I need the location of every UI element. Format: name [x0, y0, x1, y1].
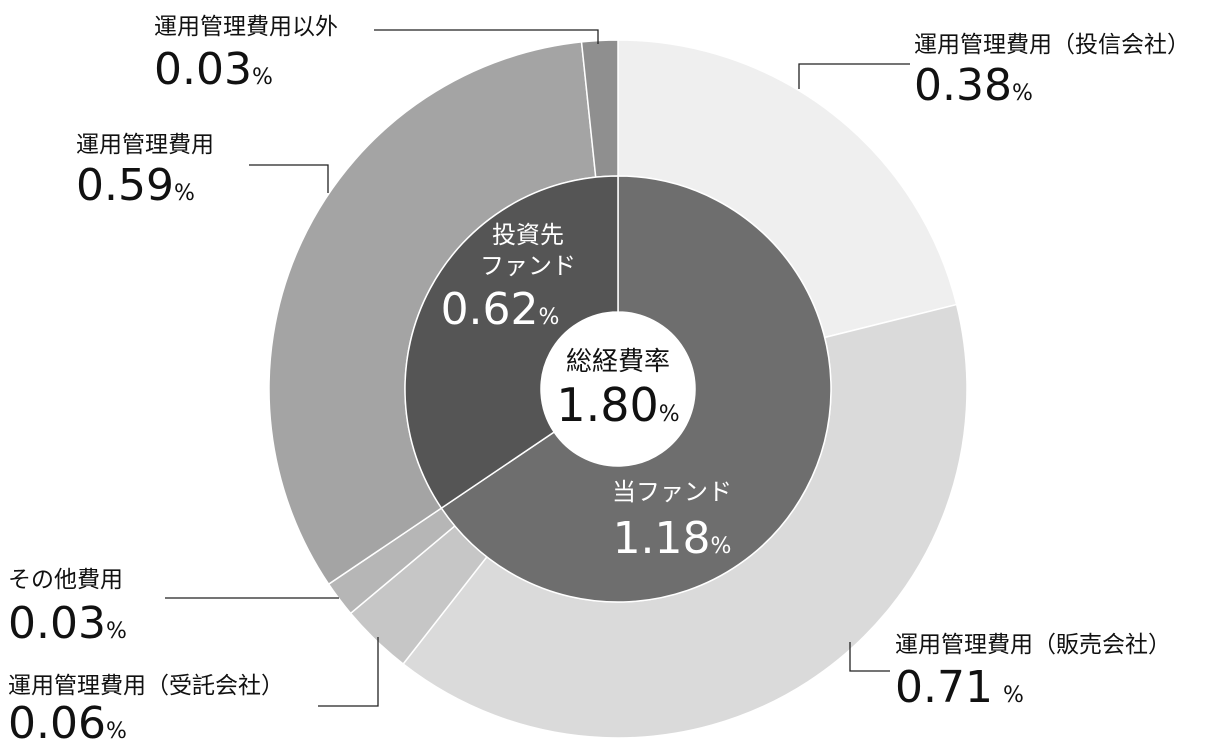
label-toshin: 運用管理費用（投信会社） 0.38%: [914, 32, 1190, 111]
center-value: 1.80%: [556, 378, 679, 432]
inner-value-toshisaki: 0.62%: [441, 284, 560, 335]
outer-ring: [268, 39, 968, 739]
center-hole: [541, 312, 695, 466]
inner-label-line2: ファンド: [480, 252, 576, 280]
label-igai-value: 0.03%: [154, 44, 273, 95]
inner-label-tofund-text: 当ファンド: [612, 478, 732, 506]
label-unyo-text: 運用管理費用: [76, 132, 214, 158]
label-igai-text: 運用管理費用以外: [154, 14, 338, 40]
inner-label-tofund: 当ファンド 1.18%: [612, 478, 732, 564]
leader-igai: [374, 29, 599, 44]
leader-hanbai: [849, 642, 890, 672]
inner-label-line1: 投資先: [492, 221, 564, 249]
label-sonota-value: 0.03%: [8, 598, 127, 649]
label-jutaku: 運用管理費用（受託会社） 0.06%: [8, 673, 284, 741]
leader-jutaku: [318, 637, 379, 707]
leader-lines: [165, 29, 910, 707]
center-title: 総経費率: [566, 347, 670, 377]
label-sonota: その他費用 0.03%: [8, 567, 127, 649]
label-sonota-text: その他費用: [8, 567, 123, 593]
center-label: 総経費率 1.80%: [556, 347, 679, 432]
leader-toshin: [798, 63, 910, 89]
label-jutaku-text: 運用管理費用（受託会社）: [8, 673, 284, 699]
label-igai: 運用管理費用以外 0.03%: [154, 14, 338, 95]
inner-label-toshisaki: 投資先 ファンド 0.62%: [441, 221, 576, 335]
inner-value-tofund: 1.18%: [613, 513, 732, 564]
label-toshin-text: 運用管理費用（投信会社）: [914, 32, 1190, 58]
leader-unyo: [249, 164, 329, 193]
label-hanbai-value: 0.71%: [895, 662, 1024, 713]
label-unyo: 運用管理費用 0.59%: [76, 132, 214, 211]
label-toshin-value: 0.38%: [914, 60, 1033, 111]
label-unyo-value: 0.59%: [76, 160, 195, 211]
label-hanbai-text: 運用管理費用（販売会社）: [895, 632, 1171, 658]
label-hanbai: 運用管理費用（販売会社） 0.71%: [895, 632, 1171, 713]
label-jutaku-value: 0.06%: [8, 698, 127, 741]
